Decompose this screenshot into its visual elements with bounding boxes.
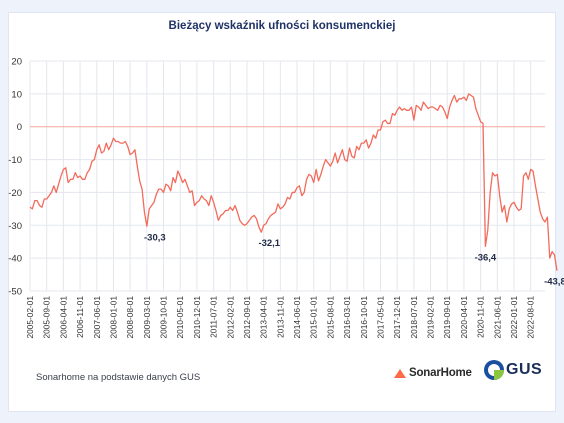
sonarhome-icon: [394, 367, 406, 379]
x-tick-label: 2005-02-01: [25, 296, 35, 339]
x-tick-label: 2021-06-01: [492, 296, 502, 339]
x-tick-label: 2008-08-01: [125, 296, 135, 339]
y-tick-label: -40: [8, 254, 22, 265]
annotations: -30,3 -32,1 -36,4 -43,8: [144, 232, 564, 287]
annotation-label: -32,1: [258, 238, 280, 249]
x-tick-label: 2007-06-01: [92, 296, 102, 339]
annotation-label: -36,4: [475, 252, 497, 263]
x-tick-label: 2022-01-01: [509, 296, 519, 339]
x-tick-label: 2005-09-01: [42, 296, 52, 339]
x-tick-label: 2022-08-01: [526, 296, 536, 339]
x-tick-label: 2017-12-01: [392, 296, 402, 339]
x-axis-labels: 2005-02-01 2005-09-01 2006-04-01 2006-11-01…: [25, 296, 536, 339]
y-tick-label: 20: [11, 57, 22, 68]
x-tick-label: 2015-08-01: [325, 296, 335, 339]
x-tick-label: 2006-04-01: [58, 296, 68, 339]
x-tick-label: 2012-09-01: [242, 296, 252, 339]
y-tick-label: -30: [8, 221, 22, 232]
y-tick-label: 10: [11, 89, 22, 100]
y-tick-label: 0: [17, 122, 22, 133]
sonarhome-wordmark: SonarHome: [409, 367, 472, 379]
x-tick-label: 2013-11-01: [275, 296, 285, 338]
x-tick-label: 2020-04-01: [459, 296, 469, 339]
x-tick-label: 2020-11-01: [476, 296, 486, 338]
x-tick-label: 2006-11-01: [75, 296, 85, 338]
chart-title: Bieżący wskaźnik ufności konsumenckiej: [168, 20, 396, 32]
annotation-label: -30,3: [144, 232, 166, 243]
series-line: [29, 93, 558, 271]
x-tick-label: 2016-03-01: [342, 296, 352, 339]
gus-wordmark: GUS: [506, 361, 543, 378]
x-tick-label: 2008-01-01: [108, 296, 118, 339]
gus-logo: GUS: [484, 360, 542, 380]
annotation-label: -43,8: [544, 277, 564, 288]
grid-lines: [29, 60, 545, 292]
x-tick-label: 2012-02-01: [225, 296, 235, 339]
x-tick-label: 2009-10-01: [159, 296, 169, 339]
gus-icon: [484, 360, 504, 380]
x-tick-label: 2018-07-01: [409, 296, 419, 339]
x-tick-label: 2015-01-01: [309, 296, 319, 339]
x-tick-label: 2017-05-01: [375, 296, 385, 339]
x-tick-label: 2009-03-01: [142, 296, 152, 339]
y-tick-label: -20: [8, 188, 22, 199]
x-tick-label: 2019-09-01: [442, 296, 452, 339]
y-tick-label: -50: [8, 287, 22, 298]
x-tick-label: 2016-10-01: [359, 296, 369, 339]
source-note: Sonarhome na podstawie danych GUS: [36, 372, 201, 383]
x-tick-label: 2010-12-01: [192, 296, 202, 339]
sonarhome-logo: SonarHome: [394, 367, 472, 379]
x-tick-label: 2013-04-01: [259, 296, 269, 339]
x-tick-label: 2014-06-01: [292, 296, 302, 339]
series-path: [29, 93, 558, 271]
x-tick-label: 2019-02-01: [426, 296, 436, 339]
x-tick-label: 2010-05-01: [175, 296, 185, 339]
x-tick-label: 2011-07-01: [209, 296, 219, 338]
y-axis-labels: 20 10 0 -10 -20 -30 -40 -50: [8, 57, 22, 298]
chart-card: [8, 12, 556, 412]
y-tick-label: -10: [8, 155, 22, 166]
